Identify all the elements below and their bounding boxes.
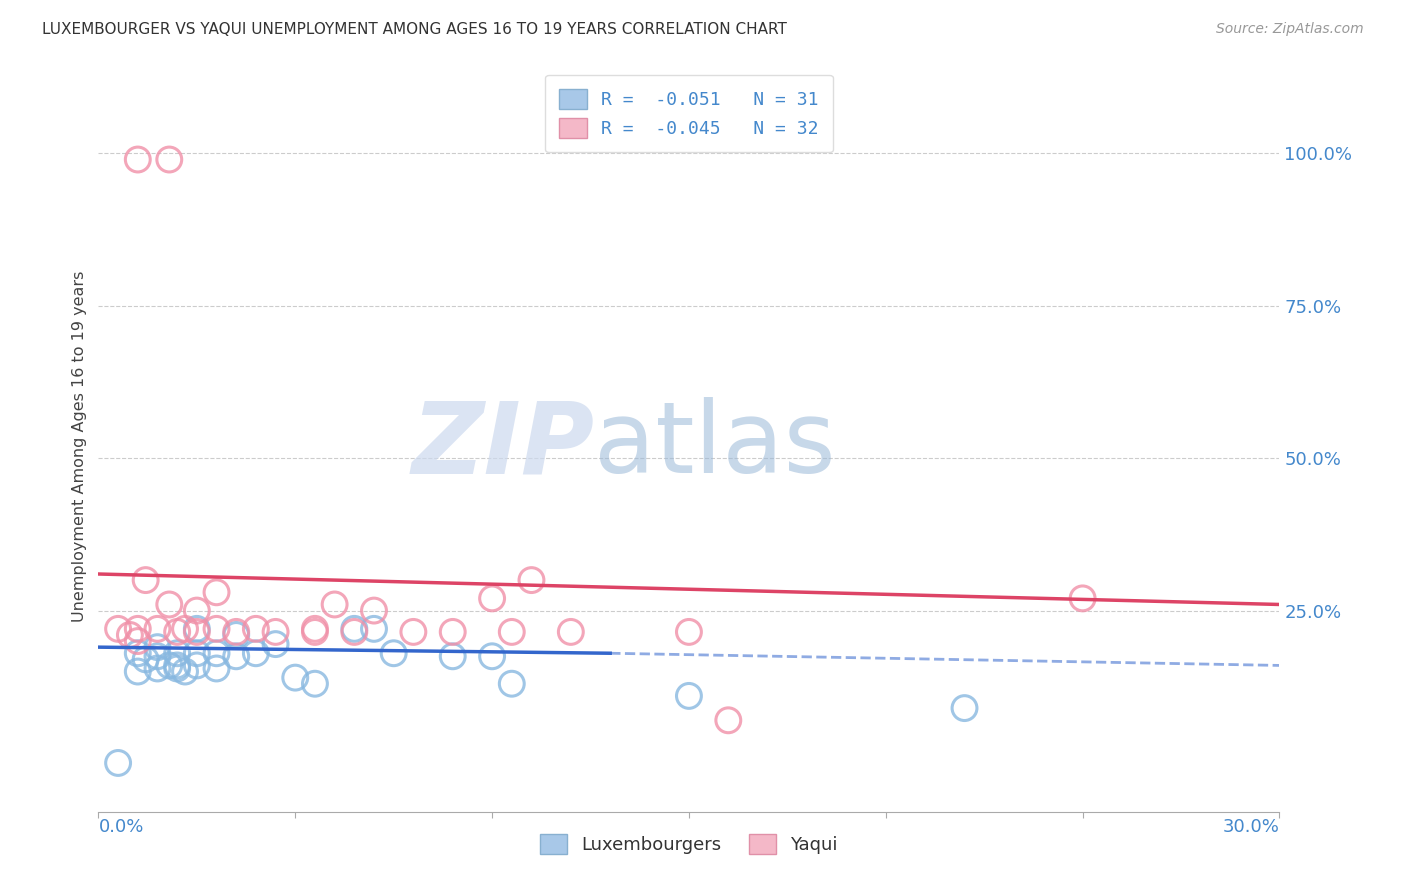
Point (1071, 591, 1094, 606)
Point (678, 624, 700, 639)
Text: atlas: atlas (595, 398, 837, 494)
Point (157, 658, 180, 673)
Point (304, 624, 326, 639)
Point (166, 658, 188, 673)
Point (186, 646, 208, 660)
Point (127, 646, 149, 660)
Point (245, 646, 267, 660)
Point (304, 676, 326, 690)
Point (382, 646, 405, 660)
Point (481, 649, 503, 664)
Point (107, 622, 129, 636)
Point (135, 652, 157, 666)
Point (205, 622, 228, 636)
Point (343, 622, 366, 636)
Point (166, 646, 188, 660)
Point (157, 598, 180, 612)
Text: Source: ZipAtlas.com: Source: ZipAtlas.com (1216, 22, 1364, 37)
Point (146, 640, 169, 655)
Point (953, 701, 976, 715)
Point (441, 649, 464, 664)
Legend: Luxembourgers, Yaqui: Luxembourgers, Yaqui (526, 820, 852, 869)
Point (441, 624, 464, 639)
Point (225, 624, 247, 639)
Point (520, 573, 543, 587)
Point (501, 624, 523, 639)
Point (127, 665, 149, 679)
Point (135, 573, 157, 587)
Point (205, 661, 228, 675)
Point (205, 585, 228, 599)
Text: LUXEMBOURGER VS YAQUI UNEMPLOYMENT AMONG AGES 16 TO 19 YEARS CORRELATION CHART: LUXEMBOURGER VS YAQUI UNEMPLOYMENT AMONG… (42, 22, 787, 37)
Point (363, 622, 385, 636)
Point (127, 634, 149, 648)
Point (402, 624, 425, 639)
Text: ZIP: ZIP (412, 398, 595, 494)
Point (146, 661, 169, 675)
Point (363, 603, 385, 617)
Point (174, 665, 197, 679)
Point (717, 714, 740, 728)
Point (225, 628, 247, 642)
Point (127, 153, 149, 167)
Point (166, 661, 188, 675)
Point (343, 624, 366, 639)
Point (323, 598, 346, 612)
Point (264, 637, 287, 651)
Point (264, 624, 287, 639)
Point (186, 624, 208, 639)
Point (174, 622, 197, 636)
Point (166, 624, 188, 639)
Point (186, 603, 208, 617)
Point (186, 622, 208, 636)
Point (146, 622, 169, 636)
Text: 0.0%: 0.0% (98, 818, 143, 836)
Point (245, 622, 267, 636)
Point (304, 622, 326, 636)
Point (107, 756, 129, 770)
Point (157, 153, 180, 167)
Point (127, 622, 149, 636)
Point (118, 628, 141, 642)
Point (481, 591, 503, 606)
Y-axis label: Unemployment Among Ages 16 to 19 years: Unemployment Among Ages 16 to 19 years (72, 270, 87, 622)
Text: 30.0%: 30.0% (1223, 818, 1279, 836)
Point (205, 646, 228, 660)
Point (678, 689, 700, 703)
Point (560, 624, 582, 639)
Point (284, 671, 307, 685)
Point (225, 649, 247, 664)
Point (146, 649, 169, 664)
Point (501, 676, 523, 690)
Point (186, 658, 208, 673)
